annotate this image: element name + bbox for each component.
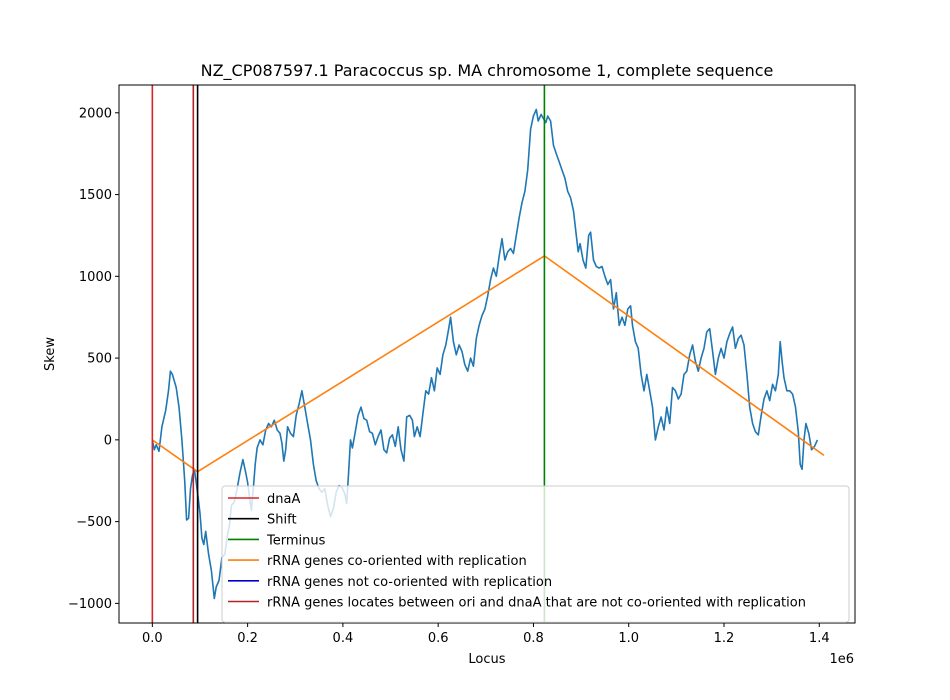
y-tick-label-6: 2000 — [79, 106, 112, 121]
legend: dnaA Shift Terminus rRNA genes co-oriented … — [221, 485, 850, 623]
legend-label-1: Shift — [267, 513, 297, 528]
x-axis-offset-label: 1e6 — [829, 652, 854, 667]
legend-label-3: rRNA genes co-oriented with replication — [267, 554, 527, 569]
x-tick-label-0: 0.0 — [142, 631, 163, 646]
x-tick-label-6: 1.2 — [714, 631, 735, 646]
plot-frame — [118, 84, 856, 624]
legend-label-0: dnaA — [267, 492, 300, 507]
chart-title: NZ_CP087597.1 Paracoccus sp. MA chromoso… — [201, 61, 774, 81]
x-axis-label: Locus — [468, 652, 505, 667]
legend-label-5: rRNA genes locates between ori and dnaA … — [267, 596, 806, 611]
x-tick-label-1: 0.2 — [237, 631, 258, 646]
y-tick-label-1: −500 — [76, 515, 112, 530]
legend-box — [221, 485, 850, 623]
series-line-1 — [151, 255, 825, 473]
x-tick-label-5: 1.0 — [618, 631, 639, 646]
x-tick-label-4: 0.8 — [523, 631, 544, 646]
y-tick-label-5: 1500 — [79, 188, 112, 203]
y-tick-label-2: 0 — [104, 433, 112, 448]
y-tick-label-3: 500 — [87, 352, 112, 367]
x-tick-label-2: 0.4 — [333, 631, 354, 646]
axes: 0.0 0.2 0.4 0.6 0.8 1.0 1.2 1.4 −1000 −500 0 500 100… — [68, 84, 856, 646]
x-tick-label-7: 1.4 — [809, 631, 830, 646]
x-tick-label-3: 0.6 — [428, 631, 449, 646]
y-tick-label-4: 1000 — [79, 270, 112, 285]
legend-label-4: rRNA genes not co-oriented with replicat… — [267, 575, 552, 590]
legend-label-2: Terminus — [266, 533, 326, 548]
y-axis-label: Skew — [43, 337, 58, 371]
y-tick-label-0: −1000 — [68, 597, 112, 612]
